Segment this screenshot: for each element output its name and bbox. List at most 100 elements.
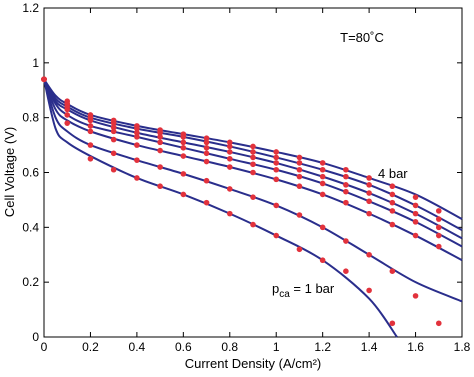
data-point [435,232,442,239]
data-point [134,157,140,163]
data-point [273,160,280,166]
data-point [273,166,280,173]
data-point [134,142,140,148]
data-point [296,212,303,218]
data-point [87,123,94,129]
data-point [87,128,94,135]
data-point [343,173,349,180]
data-point [87,142,94,148]
data-point [273,154,280,161]
data-point [134,129,140,136]
data-point [157,129,163,136]
data-point [250,161,256,168]
annotation-1-bar: pca = 1 bar [272,281,335,300]
data-point [250,149,256,155]
y-tick-label: 1.2 [22,1,39,15]
data-point [412,202,419,209]
x-tick-label: 0.4 [129,340,146,354]
data-point [435,208,442,214]
data-point [180,145,187,151]
fit-line [43,78,463,303]
data-point [87,117,94,124]
data-point [319,224,326,231]
data-point [366,210,372,217]
data-point [250,194,256,200]
data-point [203,158,210,165]
y-tick-label: 0.4 [22,220,39,234]
y-axis-label: Cell Voltage (V) [2,127,17,217]
annotation-p: p [272,281,279,296]
data-point [435,216,442,222]
data-point [343,199,349,206]
data-point [157,147,163,154]
data-point [180,139,187,146]
data-point [319,173,326,180]
data-point [203,177,210,184]
data-point [273,176,280,183]
data-point [226,149,233,155]
data-point [226,143,233,150]
annotation-temperature: T=80˚C [340,30,384,45]
y-tick-label: 0.6 [22,166,39,180]
data-point [389,320,396,327]
data-point [157,164,163,170]
data-point [203,135,210,142]
data-point [226,186,233,192]
data-point [296,246,303,253]
data-point [435,224,442,231]
data-point [110,166,117,173]
y-tick-label: 0.2 [22,275,39,289]
data-point [366,182,372,188]
data-point [343,166,349,173]
annotation-rest: = 1 bar [290,281,335,296]
data-point [226,155,233,162]
data-point [343,188,349,195]
data-point [319,257,326,264]
data-point [412,232,419,239]
y-tick-label: 0.8 [22,111,39,125]
data-point [203,150,210,157]
data-point [412,219,419,225]
x-tick-label: 0.2 [82,340,99,354]
data-point [180,134,187,140]
data-point [296,160,303,166]
x-tick-label: 1.6 [407,340,424,354]
data-point [250,143,256,150]
data-point [319,180,326,187]
y-tick-label: 0 [32,330,39,344]
data-point [157,134,163,140]
data-point [343,238,349,244]
data-point [64,112,71,118]
x-tick-label: 0.8 [221,340,238,354]
data-point [226,139,233,146]
data-point [296,166,303,173]
data-point [296,173,303,180]
data-point [110,120,117,126]
fit-line [43,79,398,338]
data-point [134,175,140,181]
data-point [319,191,326,198]
data-point [180,153,187,159]
data-point [389,208,396,214]
x-tick-label: 0.6 [175,340,192,354]
data-point [250,154,256,161]
data-point [273,202,280,209]
data-point [389,183,396,190]
y-tick-label: 1 [32,56,39,70]
data-point [203,199,210,206]
data-point [110,128,117,135]
data-point [296,183,303,190]
data-point [110,150,117,157]
data-point [157,139,163,146]
data-point [296,154,303,161]
data-point [435,320,442,327]
x-axis-label: Current Density (A/cm²) [185,356,322,371]
x-tick-label: 1.2 [314,340,331,354]
data-point [343,182,349,188]
data-point [203,145,210,151]
data-point [366,175,372,181]
annotation-subscript: ca [279,289,290,300]
data-point [250,169,256,176]
